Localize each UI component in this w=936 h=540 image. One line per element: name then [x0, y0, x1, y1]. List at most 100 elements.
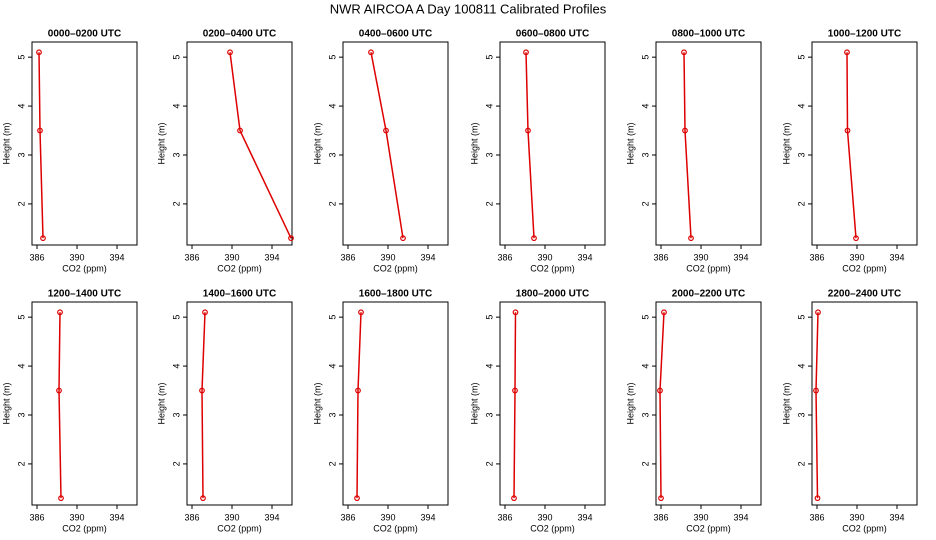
- x-tick-label: 390: [224, 252, 239, 262]
- panel-title: 1400–1600 UTC: [203, 289, 276, 300]
- x-axis-label: CO2 (ppm): [62, 523, 107, 533]
- x-tick-label: 390: [537, 512, 552, 522]
- x-axis-label: CO2 (ppm): [62, 263, 107, 273]
- y-tick-label: 4: [640, 104, 650, 109]
- y-tick-label: 5: [171, 55, 181, 60]
- y-tick-label: 4: [484, 104, 494, 109]
- y-tick-label: 5: [327, 55, 337, 60]
- panel-title: 0200–0400 UTC: [203, 29, 276, 40]
- profile-line: [683, 52, 692, 239]
- y-tick-label: 5: [16, 55, 26, 60]
- x-tick-label: 394: [577, 252, 592, 262]
- point: [511, 495, 517, 502]
- y-tick-label: 5: [484, 315, 494, 320]
- y-tick-label: 2: [16, 461, 26, 466]
- y-axis-label: Height (m): [625, 122, 635, 164]
- y-tick-label: 3: [16, 412, 26, 417]
- point: [36, 49, 42, 56]
- profile-line: [58, 312, 62, 499]
- point: [681, 49, 687, 56]
- point: [682, 127, 688, 134]
- point: [237, 127, 243, 134]
- x-tick-label: 386: [340, 252, 355, 262]
- y-tick-label: 2: [171, 201, 181, 206]
- point: [358, 309, 364, 316]
- y-tick-label: 4: [484, 364, 494, 369]
- point: [368, 49, 374, 56]
- y-tick-label: 3: [327, 152, 337, 157]
- x-tick-label: 394: [420, 512, 435, 522]
- point: [37, 127, 43, 134]
- y-tick-label: 5: [327, 315, 337, 320]
- y-tick-label: 3: [171, 152, 181, 157]
- profile-line: [356, 312, 362, 499]
- y-tick-label: 4: [327, 104, 337, 109]
- x-tick-label: 394: [264, 252, 279, 262]
- y-tick-label: 2: [484, 201, 494, 206]
- y-tick-label: 4: [16, 364, 26, 369]
- point: [57, 309, 63, 316]
- x-axis-label: CO2 (ppm): [530, 263, 575, 273]
- point: [512, 309, 519, 316]
- plot-frame: [811, 41, 918, 246]
- plot-frame: [655, 301, 762, 506]
- y-tick-label: 3: [171, 412, 181, 417]
- point: [202, 309, 208, 316]
- x-tick-label: 390: [693, 252, 708, 262]
- panel-title: 1800–2000 UTC: [516, 289, 589, 300]
- y-axis-label: Height (m): [781, 122, 791, 164]
- plot-frame: [499, 301, 606, 506]
- y-tick-label: 4: [171, 104, 181, 109]
- y-tick-label: 4: [327, 364, 337, 369]
- x-tick-label: 394: [733, 252, 748, 262]
- y-axis-label: Height (m): [156, 382, 166, 424]
- point: [523, 49, 529, 56]
- y-tick-label: 3: [796, 412, 806, 417]
- y-tick-label: 4: [171, 364, 181, 369]
- panel-title: 1200–1400 UTC: [48, 289, 121, 300]
- panel-title: 1600–1800 UTC: [359, 289, 432, 300]
- x-tick-label: 390: [380, 252, 395, 262]
- plot-frame: [811, 301, 918, 506]
- x-axis-label: CO2 (ppm): [217, 263, 262, 273]
- x-tick-label: 394: [889, 252, 904, 262]
- x-tick-label: 386: [29, 512, 44, 522]
- x-tick-label: 386: [653, 512, 668, 522]
- plot-frame: [499, 41, 606, 246]
- point: [844, 49, 850, 56]
- y-tick-label: 5: [796, 315, 806, 320]
- x-tick-label: 390: [693, 512, 708, 522]
- point: [813, 387, 819, 394]
- point: [661, 309, 667, 316]
- y-tick-label: 3: [640, 152, 650, 157]
- x-tick-label: 394: [889, 512, 904, 522]
- x-tick-label: 386: [809, 512, 824, 522]
- panel-title: 2200–2400 UTC: [828, 289, 901, 300]
- panel-title: 0800–1000 UTC: [672, 29, 745, 40]
- y-tick-label: 2: [327, 461, 337, 466]
- point: [288, 235, 294, 242]
- x-axis-label: CO2 (ppm): [373, 263, 418, 273]
- point: [512, 387, 518, 394]
- y-tick-label: 2: [640, 461, 650, 466]
- profile-line: [370, 52, 404, 239]
- x-axis-label: CO2 (ppm): [686, 523, 731, 533]
- x-tick-label: 390: [849, 252, 864, 262]
- y-tick-label: 4: [16, 104, 26, 109]
- point: [56, 387, 62, 394]
- profile-line: [659, 312, 665, 499]
- y-tick-label: 4: [796, 104, 806, 109]
- y-tick-label: 3: [16, 152, 26, 157]
- plot-frame: [31, 41, 138, 246]
- y-axis-label: Height (m): [312, 382, 322, 424]
- profile-line: [513, 312, 517, 499]
- x-tick-label: 386: [340, 512, 355, 522]
- x-tick-label: 390: [537, 252, 552, 262]
- x-tick-label: 390: [849, 512, 864, 522]
- y-tick-label: 4: [640, 364, 650, 369]
- profile-line: [229, 52, 292, 239]
- x-axis-label: CO2 (ppm): [373, 523, 418, 533]
- y-tick-label: 5: [640, 315, 650, 320]
- y-tick-label: 5: [171, 315, 181, 320]
